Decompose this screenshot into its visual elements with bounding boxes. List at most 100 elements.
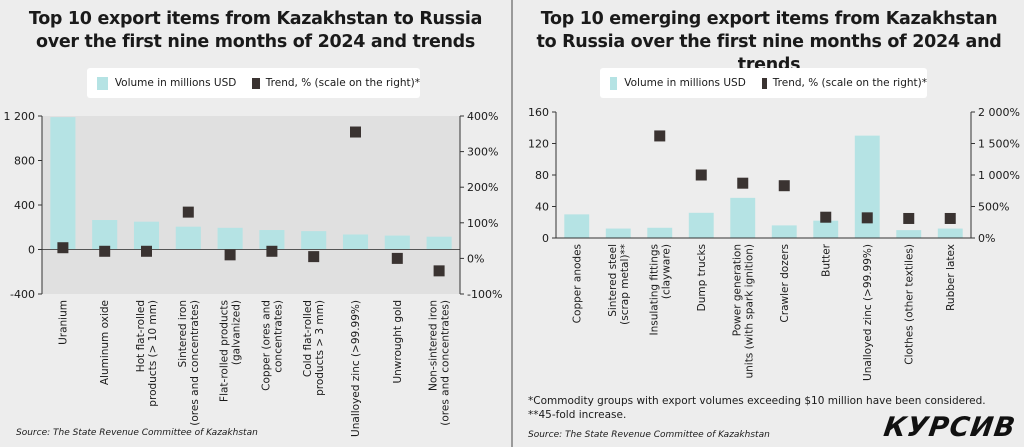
right-tick-label-4: 300% — [467, 146, 498, 159]
footnote-2: **45-fold increase. — [528, 409, 627, 421]
right-tick-label-1: 500% — [978, 201, 1009, 214]
legend-bar-swatch — [610, 76, 618, 90]
category-label-0-line-0: Copper anodes — [571, 244, 583, 323]
left-chart-title: Top 10 export items from Kazakhstan to R… — [0, 8, 511, 54]
category-label-8-line-0: Unwrought gold — [392, 300, 404, 384]
left-legend: Volume in millions USD Trend, % (scale o… — [87, 68, 420, 98]
left-chart-panel: Top 10 export items from Kazakhstan to R… — [0, 0, 511, 447]
legend-bar-swatch — [97, 76, 108, 90]
trend-marker-6 — [308, 251, 320, 263]
category-label-2-line-0: Insulating fittings — [648, 244, 660, 335]
category-label-1-line-1: (scrap metal)** — [619, 244, 631, 325]
bar-8 — [896, 230, 922, 238]
right-title-line-1: Top 10 emerging export items from Kazakh… — [540, 9, 998, 29]
bar-3 — [688, 212, 714, 238]
category-label-4-line-1: (galvanized) — [231, 300, 243, 365]
category-label-6-line-0: Cold flat-rolled — [302, 300, 314, 377]
trend-marker-2 — [141, 245, 152, 257]
bar-2 — [133, 221, 160, 250]
legend-marker-label: Trend, % (scale on the right)* — [265, 77, 420, 89]
right-source: Source: The State Revenue Committee of K… — [528, 430, 770, 440]
bar-3 — [175, 226, 201, 250]
left-tick-label-2: 400 — [14, 199, 35, 212]
trend-marker-9 — [944, 212, 956, 224]
trend-marker-6 — [820, 211, 832, 223]
legend-bar-label: Volume in millions USD — [114, 77, 237, 89]
bar-8 — [384, 235, 410, 250]
trend-marker-8 — [903, 212, 915, 224]
bar-4 — [217, 227, 243, 250]
right-tick-label-3: 1 500% — [978, 138, 1020, 151]
legend-marker-label: Trend, % (scale on the right)* — [772, 77, 927, 89]
right-tick-label-2: 100% — [467, 217, 498, 230]
trend-marker-4 — [737, 177, 749, 189]
category-label-2-line-1: (clayware) — [660, 244, 672, 299]
left-title-line-1: Top 10 export items from Kazakhstan to R… — [28, 9, 483, 29]
bar-4 — [730, 197, 756, 238]
footnotes: *Commodity groups with export volumes ex… — [528, 394, 986, 422]
bar-1 — [605, 228, 631, 238]
category-label-3-line-0: Dump trucks — [696, 244, 708, 311]
category-label-9-line-0: Non-sintered iron — [428, 300, 440, 391]
category-label-0-line-0: Uranium — [57, 300, 69, 345]
trend-marker-1 — [99, 245, 111, 257]
trend-marker-4 — [224, 249, 236, 261]
left-tick-label-0: 0 — [542, 232, 549, 245]
category-label-1-line-0: Sintered steel — [607, 244, 619, 317]
category-label-3-line-0: Sintered iron — [177, 300, 189, 367]
left-tick-label-0: -400 — [10, 288, 35, 301]
footnote-1: *Commodity groups with export volumes ex… — [528, 395, 986, 407]
category-label-5-line-0: Crawler dozers — [779, 244, 791, 323]
left-source: Source: The State Revenue Committee of K… — [16, 428, 258, 438]
category-label-6-line-0: Butter — [820, 243, 832, 277]
bar-0 — [564, 214, 590, 238]
right-tick-label-0: -100% — [467, 288, 502, 301]
right-tick-label-5: 400% — [467, 110, 498, 123]
right-tick-label-1: 0% — [467, 252, 484, 265]
category-label-4-line-0: Power generation — [731, 244, 743, 336]
category-label-6-line-1: products > 3 mm) — [314, 300, 326, 396]
left-title-line-2: over the first nine months of 2024 and t… — [35, 32, 476, 52]
bar-9 — [937, 228, 963, 238]
kursiv-logo: КУРСИВ — [882, 412, 1019, 443]
legend-bar-label: Volume in millions USD — [624, 77, 746, 89]
plot-area — [42, 116, 460, 294]
category-label-5-line-1: concentrates) — [272, 300, 284, 373]
trend-marker-3 — [182, 206, 194, 218]
left-tick-label-2: 80 — [535, 169, 549, 182]
trend-marker-5 — [778, 180, 790, 192]
category-label-9-line-1: (ores and concentrates) — [440, 300, 452, 426]
trend-marker-2 — [654, 130, 666, 142]
bar-2 — [647, 227, 673, 238]
right-tick-label-2: 1 000% — [978, 169, 1020, 182]
left-tick-label-3: 800 — [14, 155, 35, 168]
left-tick-label-3: 120 — [528, 138, 549, 151]
trend-marker-0 — [57, 242, 69, 254]
trend-marker-7 — [350, 126, 361, 138]
right-tick-label-3: 200% — [467, 181, 498, 194]
trend-marker-3 — [695, 169, 707, 181]
right-chart-panel: Top 10 emerging export items from Kazakh… — [514, 0, 1024, 447]
category-label-3-line-1: (ores and concentrates) — [189, 300, 201, 426]
left-tick-label-4: 1 200 — [4, 110, 36, 123]
bar-7 — [342, 234, 369, 250]
bar-0 — [50, 117, 76, 250]
right-tick-label-0: 0% — [978, 232, 995, 245]
left-tick-label-1: 0 — [28, 244, 35, 257]
trend-marker-8 — [391, 252, 403, 264]
right-legend: Volume in millions USD Trend, % (scale o… — [600, 68, 927, 98]
category-label-5-line-0: Copper (ores and — [260, 300, 272, 391]
right-tick-label-4: 2 000% — [978, 106, 1020, 119]
trend-marker-7 — [861, 212, 873, 224]
category-label-1-line-0: Aluminum oxide — [99, 300, 111, 385]
bar-5 — [771, 225, 797, 238]
right-chart-svg: 0 40 80 120 160 0% 500% 1 000% 1 500% 2 000% Coppe… — [528, 106, 1020, 381]
panel-divider — [511, 0, 513, 447]
bar-6 — [813, 220, 839, 238]
category-label-8-line-0: Clothes (other textiles) — [903, 244, 915, 365]
legend-marker-swatch — [761, 77, 767, 89]
bar-5 — [259, 230, 285, 250]
bar-1 — [92, 220, 118, 250]
category-label-2-line-1: products (> 10 mm) — [147, 300, 159, 407]
legend-marker-swatch — [252, 77, 260, 89]
